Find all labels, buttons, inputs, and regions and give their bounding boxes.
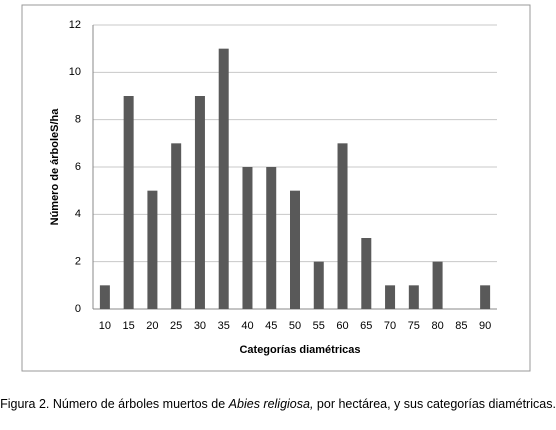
y-axis-title: Número de árboleS/ha: [49, 108, 61, 226]
chart: Categorías diamétricas Número de árboleS…: [21, 4, 531, 372]
caption: Figura 2. Número de árboles muertos de A…: [0, 396, 556, 413]
x-tick-label: 40: [241, 320, 253, 332]
bar: [432, 261, 443, 309]
caption-text: por hectárea, y sus categorías diamétric…: [313, 397, 556, 411]
bar: [385, 285, 396, 309]
bar: [290, 190, 300, 309]
x-tick-label: 50: [289, 320, 301, 332]
bar: [337, 143, 348, 309]
x-tick-label: 35: [218, 320, 230, 332]
bar: [242, 167, 253, 309]
caption-italic: Abies religiosa,: [228, 397, 314, 411]
x-tick-label: 15: [123, 320, 135, 332]
y-tick-label: 0: [75, 303, 81, 315]
x-tick-label: 10: [99, 320, 111, 332]
bar: [147, 190, 158, 309]
x-tick-label: 75: [408, 320, 420, 332]
bar: [266, 167, 277, 309]
y-tick-label: 6: [75, 161, 81, 173]
x-tick-label: 70: [384, 320, 396, 332]
x-tick-label: 60: [336, 320, 348, 332]
bar: [218, 48, 229, 310]
x-tick-label: 25: [170, 320, 182, 332]
x-tick-label: 65: [360, 320, 372, 332]
x-axis-title: Categorías diamétricas: [239, 344, 360, 356]
x-tick-label: 85: [455, 320, 467, 332]
bar: [194, 96, 205, 309]
y-tick-label: 2: [75, 256, 81, 268]
bar: [123, 96, 134, 309]
y-tick-label: 8: [75, 114, 81, 126]
x-tick-label: 45: [265, 320, 277, 332]
bar: [480, 285, 491, 309]
bar: [313, 261, 324, 309]
x-tick-label: 30: [194, 320, 206, 332]
y-tick-label: 4: [75, 208, 81, 220]
bar: [408, 285, 419, 309]
x-tick-label: 90: [479, 320, 491, 332]
x-tick-label: 80: [431, 320, 443, 332]
x-tick-label: 55: [313, 320, 325, 332]
y-tick-label: 10: [69, 66, 81, 78]
bar: [171, 143, 182, 309]
x-tick-label: 20: [146, 320, 158, 332]
y-tick-label: 12: [69, 19, 81, 31]
caption-text: Figura 2. Número de árboles muertos de: [0, 397, 229, 411]
bar: [361, 238, 372, 309]
bar: [99, 285, 110, 309]
